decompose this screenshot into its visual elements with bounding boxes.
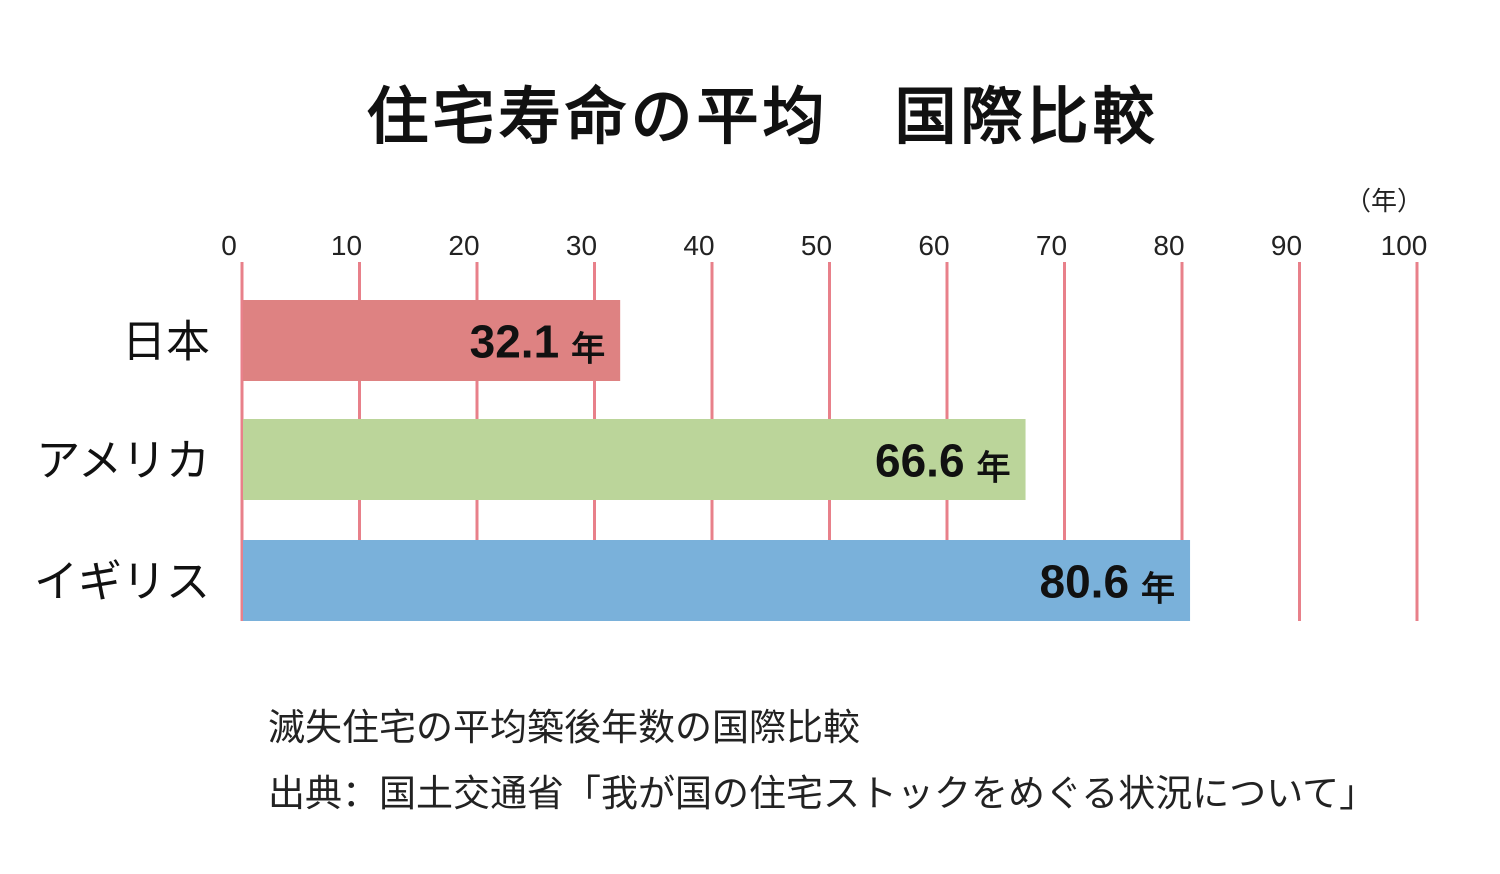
bar-2 xyxy=(243,540,1191,621)
x-tick-label: 10 xyxy=(331,230,362,261)
x-tick-label: 20 xyxy=(448,230,479,261)
caption-line-2: 出典：国土交通省「我が国の住宅ストックをめぐる状況について」 xyxy=(268,772,1377,815)
data-label-unit: 年 xyxy=(571,330,605,370)
category-label: アメリカ xyxy=(36,436,210,487)
x-unit-label: （年） xyxy=(1345,187,1423,217)
data-label-unit: 年 xyxy=(1141,570,1175,610)
x-tick-label: 30 xyxy=(566,230,597,261)
caption-line-1: 滅失住宅の平均築後年数の国際比較 xyxy=(268,706,860,749)
category-label: イギリス xyxy=(34,557,210,608)
data-label: 66.6 xyxy=(875,435,965,487)
bar-0 xyxy=(243,300,621,381)
data-label-unit: 年 xyxy=(977,449,1011,489)
x-tick-label: 100 xyxy=(1381,230,1428,261)
x-tick-label: 0 xyxy=(221,230,237,261)
x-tick-label: 50 xyxy=(801,230,832,261)
bar-1 xyxy=(243,419,1026,500)
chart-title: 住宅寿命の平均 国際比較 xyxy=(366,80,1159,153)
data-label: 80.6 xyxy=(1040,556,1130,608)
x-tick-label: 60 xyxy=(918,230,949,261)
data-label: 32.1 xyxy=(470,316,560,368)
x-tick-label: 90 xyxy=(1271,230,1302,261)
category-label: 日本 xyxy=(122,317,210,368)
x-tick-label: 40 xyxy=(683,230,714,261)
x-tick-label: 70 xyxy=(1036,230,1067,261)
x-tick-label: 80 xyxy=(1153,230,1184,261)
